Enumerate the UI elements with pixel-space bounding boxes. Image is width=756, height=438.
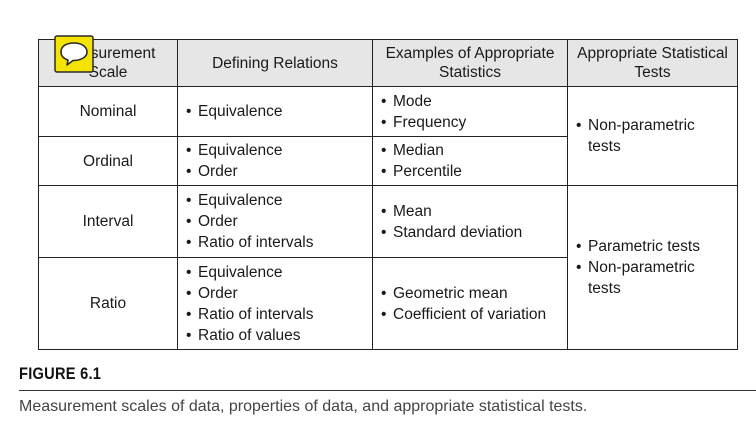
header-statistical-tests: Appropriate Statistical Tests xyxy=(567,39,738,87)
list-item: Parametric tests xyxy=(576,236,729,257)
table-row: Ordinal Equivalence Order Median Percent… xyxy=(38,136,738,186)
list-item: Equivalence xyxy=(186,262,364,283)
scale-cell: Ordinal xyxy=(38,136,178,186)
relations-cell: Equivalence Order Ratio of intervals Rat… xyxy=(177,257,373,350)
figure-caption: Measurement scales of data, properties o… xyxy=(19,398,588,415)
statistics-cell: Geometric mean Coefficient of variation xyxy=(372,257,568,350)
tests-cell: Non-parametric tests xyxy=(567,86,738,186)
list-item: Order xyxy=(186,211,364,232)
header-defining-relations: Defining Relations xyxy=(177,39,373,87)
statistics-cell: Mean Standard deviation xyxy=(372,185,568,258)
list-item: Ratio of values xyxy=(186,325,364,346)
tests-cell: Parametric tests Non-parametric tests xyxy=(567,185,738,350)
list-item: Percentile xyxy=(381,161,559,182)
list-item: Order xyxy=(186,161,364,182)
list-item: Mode xyxy=(381,91,559,112)
list-item: Mean xyxy=(381,201,559,222)
figure-label: FIGURE 6.1 xyxy=(19,364,102,383)
caption-divider xyxy=(19,390,756,391)
relations-cell: Equivalence Order xyxy=(177,136,373,186)
scale-cell: Nominal xyxy=(38,86,178,137)
list-item: Geometric mean xyxy=(381,283,559,304)
header-examples-statistics: Examples of Appropriate Statistics xyxy=(372,39,568,87)
list-item: Non-parametric tests xyxy=(576,115,729,157)
list-item: Frequency xyxy=(381,112,559,133)
table-row: Interval Equivalence Order Ratio of inte… xyxy=(38,185,738,350)
list-item: Standard deviation xyxy=(381,222,559,243)
table-row: Ratio Equivalence Order Ratio of interva… xyxy=(38,257,738,350)
list-item: Ratio of intervals xyxy=(186,304,364,325)
measurement-scales-table: Measurement Scale Defining Relations Exa… xyxy=(38,39,738,350)
statistics-cell: Median Percentile xyxy=(372,136,568,186)
list-item: Equivalence xyxy=(186,190,364,211)
relations-cell: Equivalence Order Ratio of intervals xyxy=(177,185,373,258)
relations-cell: Equivalence xyxy=(177,86,373,137)
list-item: Median xyxy=(381,140,559,161)
scale-cell: Ratio xyxy=(38,257,178,350)
list-item: Non-parametric tests xyxy=(576,257,729,299)
list-item: Ratio of intervals xyxy=(186,232,364,253)
list-item: Equivalence xyxy=(186,140,364,161)
statistics-cell: Mode Frequency xyxy=(372,86,568,137)
list-item: Order xyxy=(186,283,364,304)
list-item: Coefficient of variation xyxy=(381,304,559,325)
scale-cell: Interval xyxy=(38,185,178,258)
table-header-row: Measurement Scale Defining Relations Exa… xyxy=(38,39,738,87)
list-item: Equivalence xyxy=(186,101,364,122)
comment-note-icon[interactable] xyxy=(54,35,94,73)
table-row: Nominal Equivalence Mode Frequency Non-p… xyxy=(38,86,738,186)
